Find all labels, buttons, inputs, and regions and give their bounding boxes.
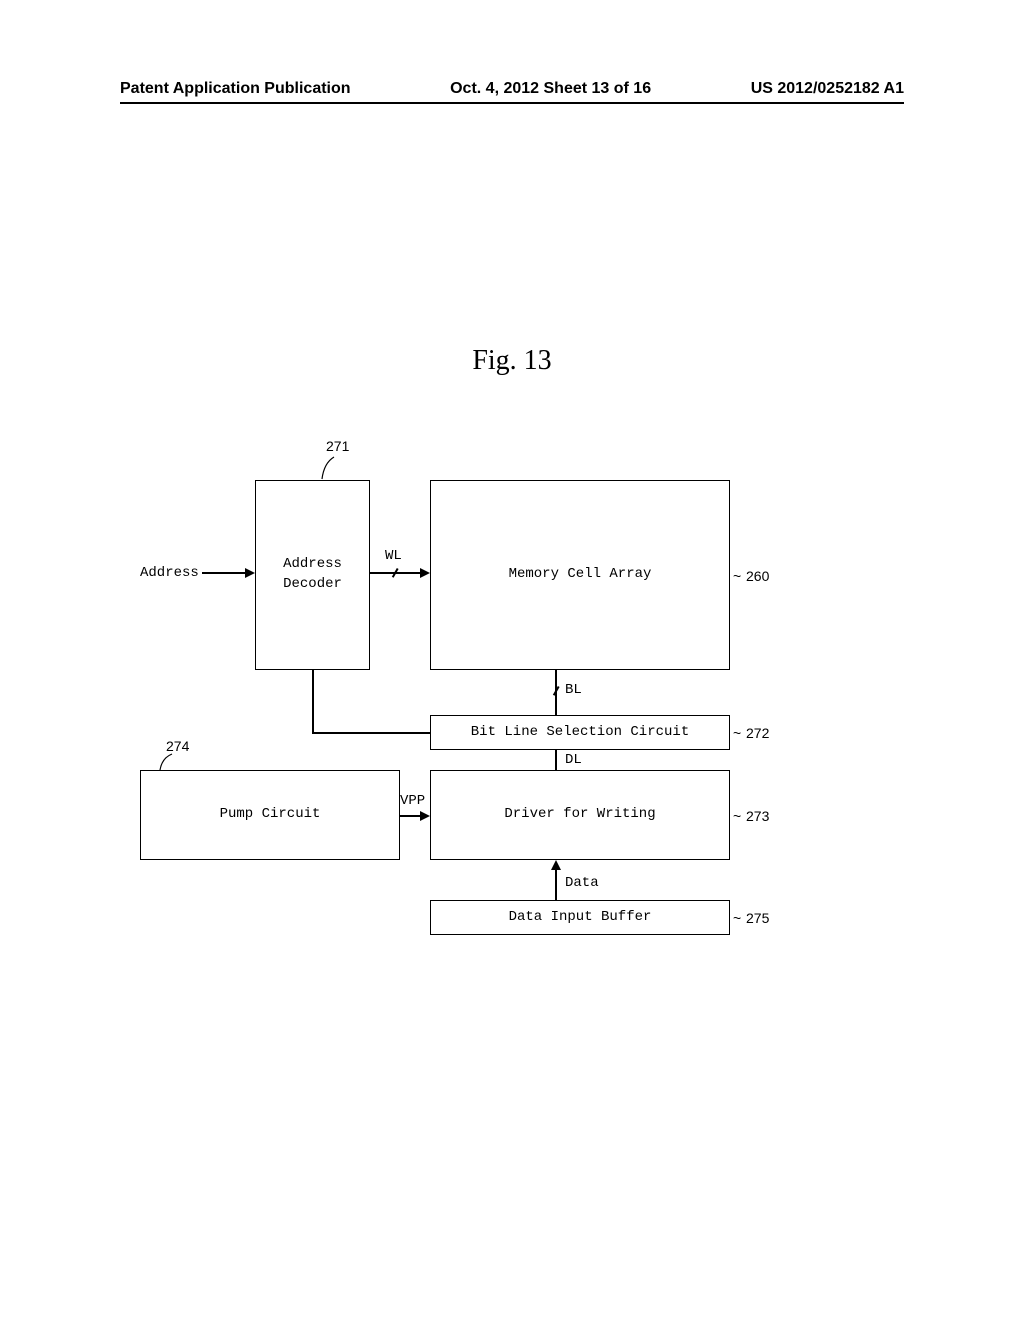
bit-line-selection-box: Bit Line Selection Circuit: [430, 715, 730, 750]
edge-vpp: [400, 815, 420, 817]
data-label: Data: [565, 875, 599, 891]
edge-decoder-bls-h: [312, 732, 430, 734]
tilde-275: ~: [733, 910, 741, 926]
header-right: US 2012/0252182 A1: [751, 80, 904, 98]
header-left: Patent Application Publication: [120, 80, 351, 98]
arrowhead-data: [551, 860, 561, 870]
memory-cell-array-label: Memory Cell Array: [509, 565, 652, 585]
header-divider: [120, 102, 904, 104]
arrowhead-wl: [420, 568, 430, 578]
bit-line-selection-label: Bit Line Selection Circuit: [471, 723, 689, 743]
ref-273: 273: [746, 808, 769, 824]
arrowhead-addr-in: [245, 568, 255, 578]
edge-addr-in: [202, 572, 245, 574]
ref-272: 272: [746, 725, 769, 741]
vpp-label: VPP: [400, 793, 425, 809]
pump-circuit-label: Pump Circuit: [220, 805, 321, 825]
data-input-buffer-box: Data Input Buffer: [430, 900, 730, 935]
tilde-273: ~: [733, 808, 741, 824]
block-diagram: Address Address Decoder 271 WL Memory Ce…: [120, 420, 904, 970]
address-decoder-label: Address Decoder: [283, 555, 342, 594]
figure-title: Fig. 13: [0, 345, 1024, 377]
driver-writing-box: Driver for Writing: [430, 770, 730, 860]
tilde-260: ~: [733, 568, 741, 584]
page-header: Patent Application Publication Oct. 4, 2…: [0, 80, 1024, 98]
memory-cell-array-box: Memory Cell Array: [430, 480, 730, 670]
ref-260: 260: [746, 568, 769, 584]
wl-label: WL: [385, 548, 402, 564]
driver-writing-label: Driver for Writing: [504, 805, 655, 825]
ref-271: 271: [326, 438, 349, 454]
edge-data: [555, 870, 557, 900]
edge-dl: [555, 750, 557, 770]
leader-271: [320, 455, 338, 481]
data-input-buffer-label: Data Input Buffer: [509, 908, 652, 928]
edge-decoder-bls-v: [312, 670, 314, 732]
leader-274: [158, 752, 176, 772]
address-decoder-box: Address Decoder: [255, 480, 370, 670]
header-center: Oct. 4, 2012 Sheet 13 of 16: [450, 80, 651, 98]
tilde-272: ~: [733, 725, 741, 741]
bl-label: BL: [565, 682, 582, 698]
pump-circuit-box: Pump Circuit: [140, 770, 400, 860]
arrowhead-vpp: [420, 811, 430, 821]
ref-275: 275: [746, 910, 769, 926]
dl-label: DL: [565, 752, 582, 768]
address-input-label: Address: [140, 565, 199, 581]
